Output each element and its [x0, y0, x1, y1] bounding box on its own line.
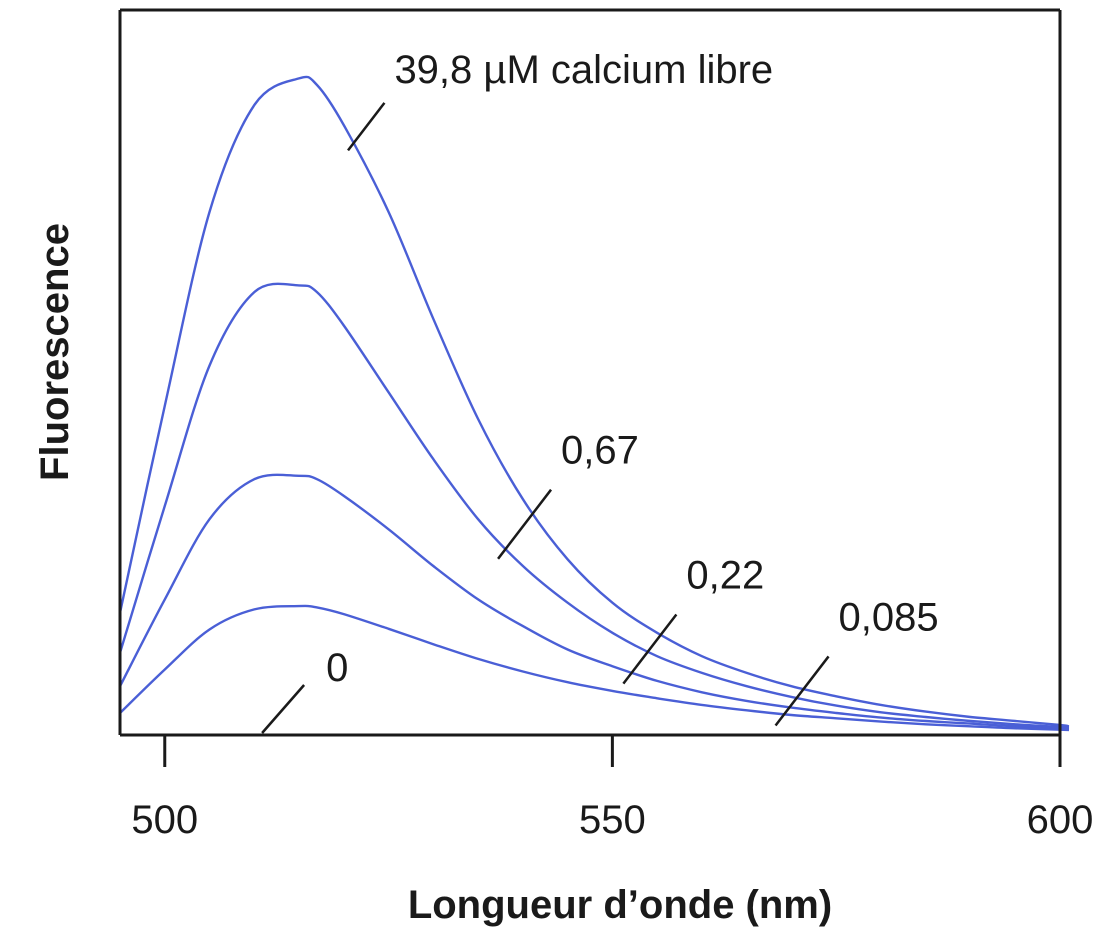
series-annotations: 39,8 µM calcium libre 0,67 0,22 0,085 0 [261, 48, 939, 734]
plot-frame [118, 8, 1062, 737]
x-tick-label-500: 500 [131, 798, 198, 842]
x-tick-label-600: 600 [1027, 798, 1094, 842]
series-layer [118, 75, 1070, 732]
annotation-label-0: 0 [326, 646, 348, 690]
leader-line-0-22 [622, 613, 678, 685]
series-line-0-22 [118, 473, 1070, 731]
series-line-0-67 [118, 282, 1070, 729]
leader-line-0-085 [774, 655, 830, 727]
x-axis-ticks: 500 550 600 [131, 735, 1093, 842]
series-line-39-8-m-calcium-libre [118, 75, 1070, 728]
annotation-label-0-085: 0,085 [839, 595, 939, 639]
series-line-0-085 [119, 604, 1070, 732]
leader-line-0 [261, 684, 306, 734]
annotation-label-0-22: 0,22 [686, 553, 764, 597]
leader-line-0-67 [497, 488, 553, 560]
annotation-label-39-8-m-calcium-libre: 39,8 µM calcium libre [394, 48, 773, 92]
x-tick-label-550: 550 [579, 798, 646, 842]
x-axis-title: Longueur d’onde (nm) [408, 883, 832, 927]
annotation-label-0-67: 0,67 [561, 429, 639, 473]
y-axis-title: Fluorescence [33, 223, 77, 481]
leader-line-39-8-m-calcium-libre [347, 102, 386, 152]
